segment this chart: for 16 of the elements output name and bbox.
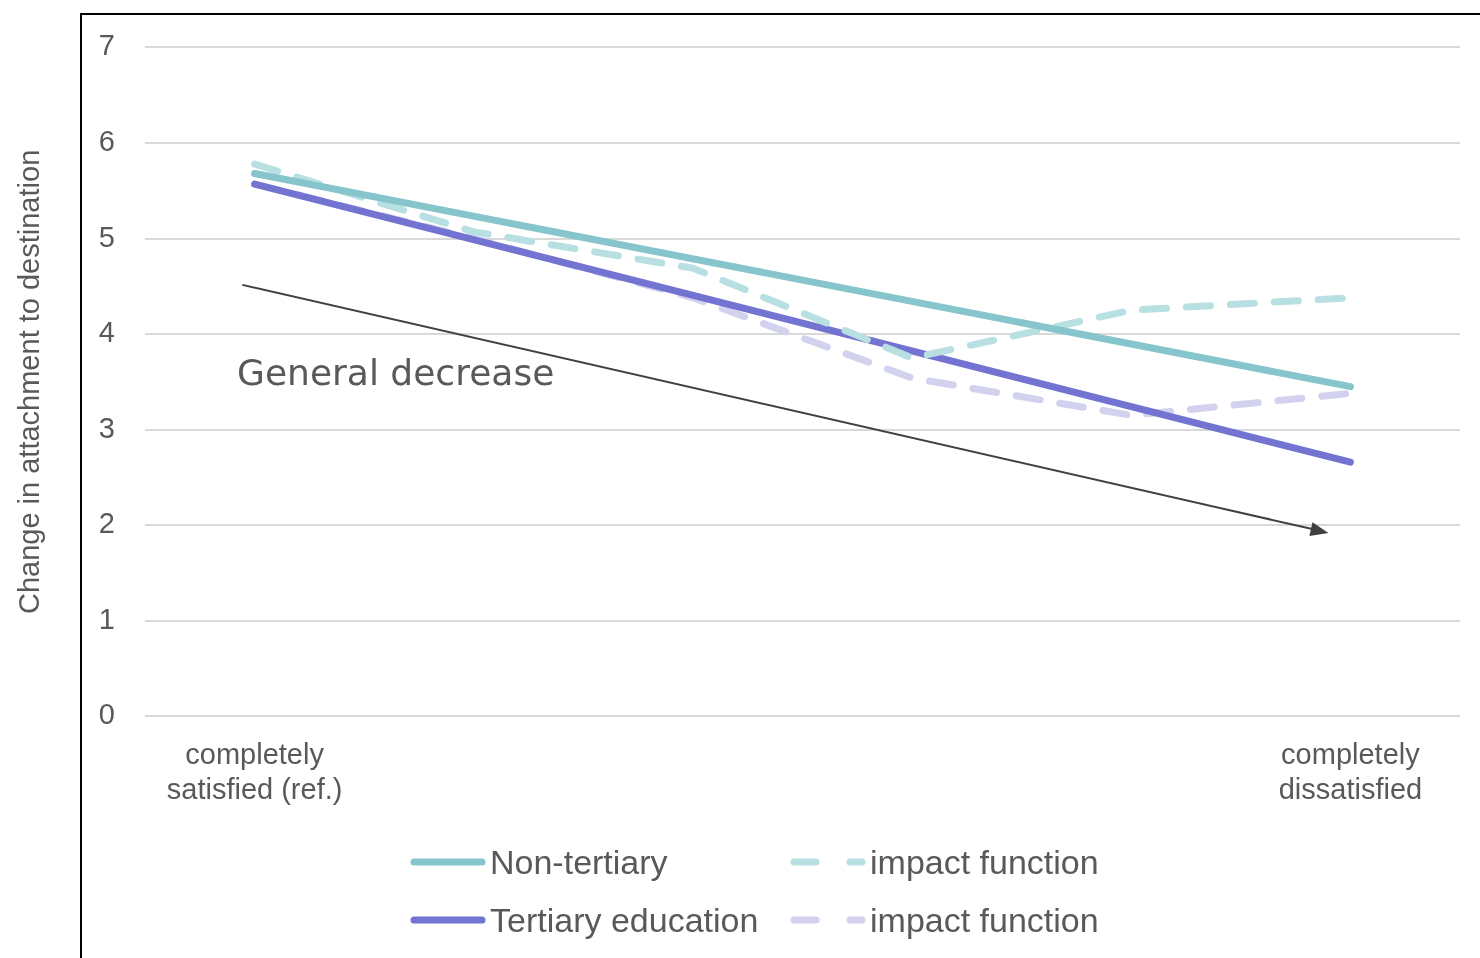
annotation: General decrease xyxy=(237,351,555,393)
y-tick-label: 2 xyxy=(98,507,115,540)
y-tick-label: 1 xyxy=(98,602,115,635)
y-tick-label: 5 xyxy=(98,220,115,253)
y-axis-title: Change in attachment to destination xyxy=(13,149,46,615)
legend-label: impact function xyxy=(870,900,1099,940)
y-tick-label: 6 xyxy=(98,124,115,157)
y-tick-label: 7 xyxy=(98,29,115,62)
x-tick-label: completely satisfied (ref.) xyxy=(166,737,343,805)
legend-label: impact function xyxy=(870,842,1099,882)
y-tick-label: 4 xyxy=(98,316,115,349)
x-tick-label: completely dissatisfied xyxy=(1278,737,1423,805)
y-tick-label: 0 xyxy=(98,698,115,731)
legend-label: Non-tertiary xyxy=(490,842,668,882)
legend-label: Tertiary education xyxy=(490,900,759,940)
y-tick-label: 3 xyxy=(98,411,115,444)
